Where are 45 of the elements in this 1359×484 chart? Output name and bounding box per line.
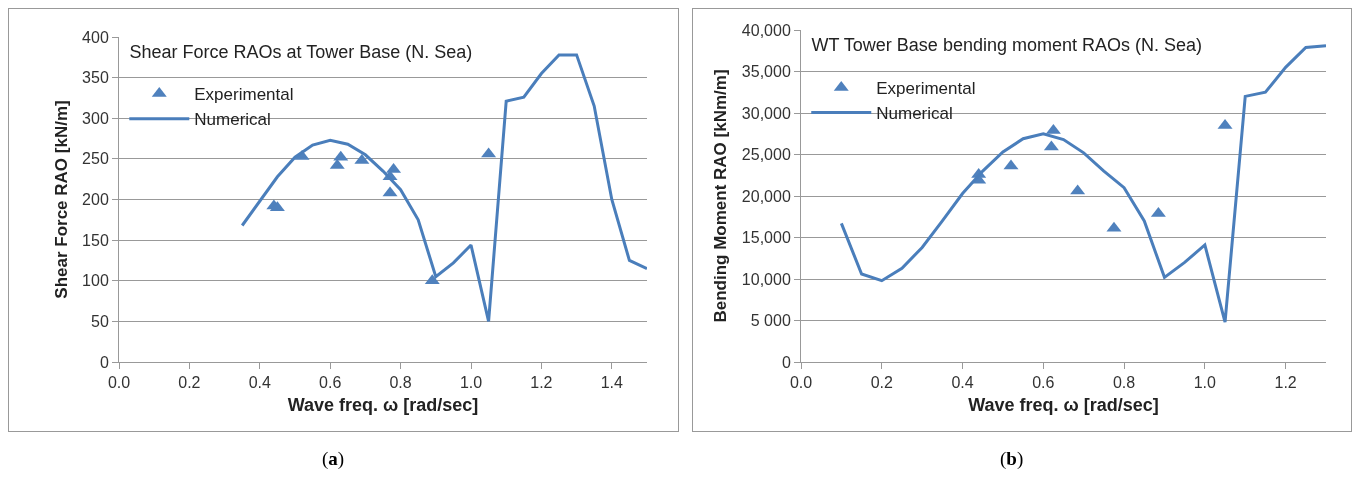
- y-tick-label: 15,000: [741, 229, 791, 247]
- legend-label: Experimental: [194, 85, 294, 105]
- y-tick-label: 100: [82, 272, 109, 290]
- y-tick-label: 10,000: [741, 270, 791, 288]
- y-tick-label: 35,000: [741, 63, 791, 81]
- y-tick-label: 300: [82, 109, 109, 127]
- text: (a): [322, 448, 345, 470]
- legend-label: Numerical: [194, 110, 271, 130]
- y-tick-label: 50: [91, 312, 109, 330]
- y-tick-label: 0: [99, 353, 109, 371]
- x-tick-label: 0.2: [870, 374, 893, 392]
- x-tick-label: 0.4: [248, 374, 272, 392]
- x-tick-label: 0.6: [1032, 374, 1055, 392]
- y-tick-label: 5 000: [750, 312, 791, 330]
- x-axis-title: Wave freq. ω [rad/sec]: [287, 395, 479, 416]
- y-tick-label: 350: [82, 69, 109, 87]
- y-tick-label: 150: [82, 231, 109, 249]
- y-tick-label: 40,000: [741, 21, 791, 39]
- y-tick-label: 0: [781, 353, 791, 371]
- chart-title: WT Tower Base bending moment RAOs (N. Sea): [811, 34, 1202, 55]
- y-axis-title: Bending Moment RAO [kNm/m]: [711, 69, 731, 323]
- y-tick-label: 200: [82, 191, 109, 209]
- y-tick-label: 30,000: [741, 104, 791, 122]
- y-tick-label: 250: [82, 150, 109, 168]
- x-tick-label: 1.0: [459, 374, 483, 392]
- x-tick-label: 0.6: [319, 374, 342, 392]
- x-tick-label: 0.8: [389, 374, 412, 392]
- text: (b): [1000, 448, 1024, 470]
- x-tick-label: 0.4: [951, 374, 974, 392]
- legend-label: Numerical: [876, 104, 953, 124]
- x-tick-label: 1.0: [1193, 374, 1217, 392]
- x-tick-label: 1.2: [530, 374, 553, 392]
- x-axis-title: Wave freq. ω [rad/sec]: [968, 395, 1159, 416]
- x-tick-label: 0.8: [1112, 374, 1136, 392]
- legend-label: Experimental: [876, 79, 976, 99]
- x-tick-label: 0.2: [178, 374, 201, 392]
- y-axis-title: Shear Force RAO [kN/m]: [51, 100, 71, 299]
- y-tick-label: 20,000: [741, 187, 791, 205]
- chart-title: Shear Force RAOs at Tower Base (N. Sea): [129, 41, 473, 62]
- y-tick-label: 400: [82, 28, 109, 46]
- x-tick-label: 1.4: [600, 374, 624, 392]
- x-tick-label: 0.0: [107, 374, 131, 392]
- x-tick-label: 1.2: [1274, 374, 1297, 392]
- y-tick-label: 25,000: [741, 146, 791, 164]
- x-tick-label: 0.0: [789, 374, 813, 392]
